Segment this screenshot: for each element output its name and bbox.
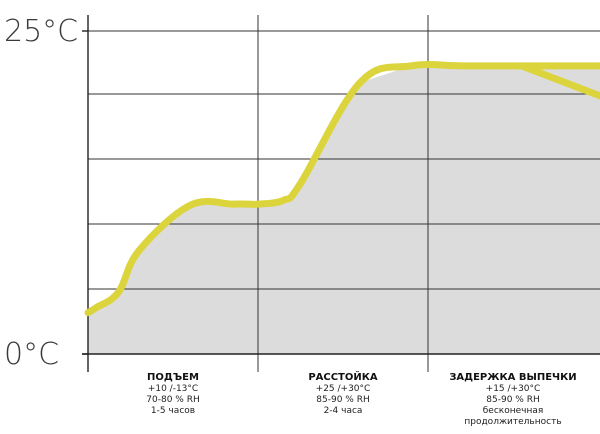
series-line-1	[518, 62, 600, 100]
phase-2-line-2: бесконечная	[483, 406, 544, 416]
area-fill	[88, 65, 600, 354]
phase-0-line-0: +10 /-13°C	[148, 384, 198, 394]
series-line-0	[84, 61, 600, 317]
phase-title-2: ЗАДЕРЖКА ВЫПЕЧКИ	[449, 372, 576, 383]
phase-2-line-3: продолжительность	[464, 417, 561, 427]
phase-0-line-1: 70-80 % RH	[146, 395, 199, 405]
phase-2-line-0: +15 /+30°C	[486, 384, 541, 394]
phase-title-1: РАССТОЙКА	[308, 370, 378, 383]
phase-1-line-1: 85-90 % RH	[316, 395, 369, 405]
phase-1-line-0: +25 /+30°C	[316, 384, 371, 394]
phase-2-line-1: 85-90 % RH	[486, 395, 539, 405]
y-axis: 0°C 25°C	[4, 14, 89, 372]
series	[84, 61, 600, 317]
phase-title-0: ПОДЪЕМ	[147, 372, 199, 383]
grid	[88, 15, 600, 372]
phase-0-line-2: 1-5 часов	[151, 406, 195, 416]
y-tick-label-0: 0°C	[4, 337, 59, 372]
phase-1-line-2: 2-4 часа	[324, 406, 363, 416]
y-tick-label-1: 25°C	[4, 14, 78, 49]
phase-labels: ПОДЪЕМ+10 /-13°C70-80 % RH1-5 часов РАССТ…	[146, 370, 576, 427]
